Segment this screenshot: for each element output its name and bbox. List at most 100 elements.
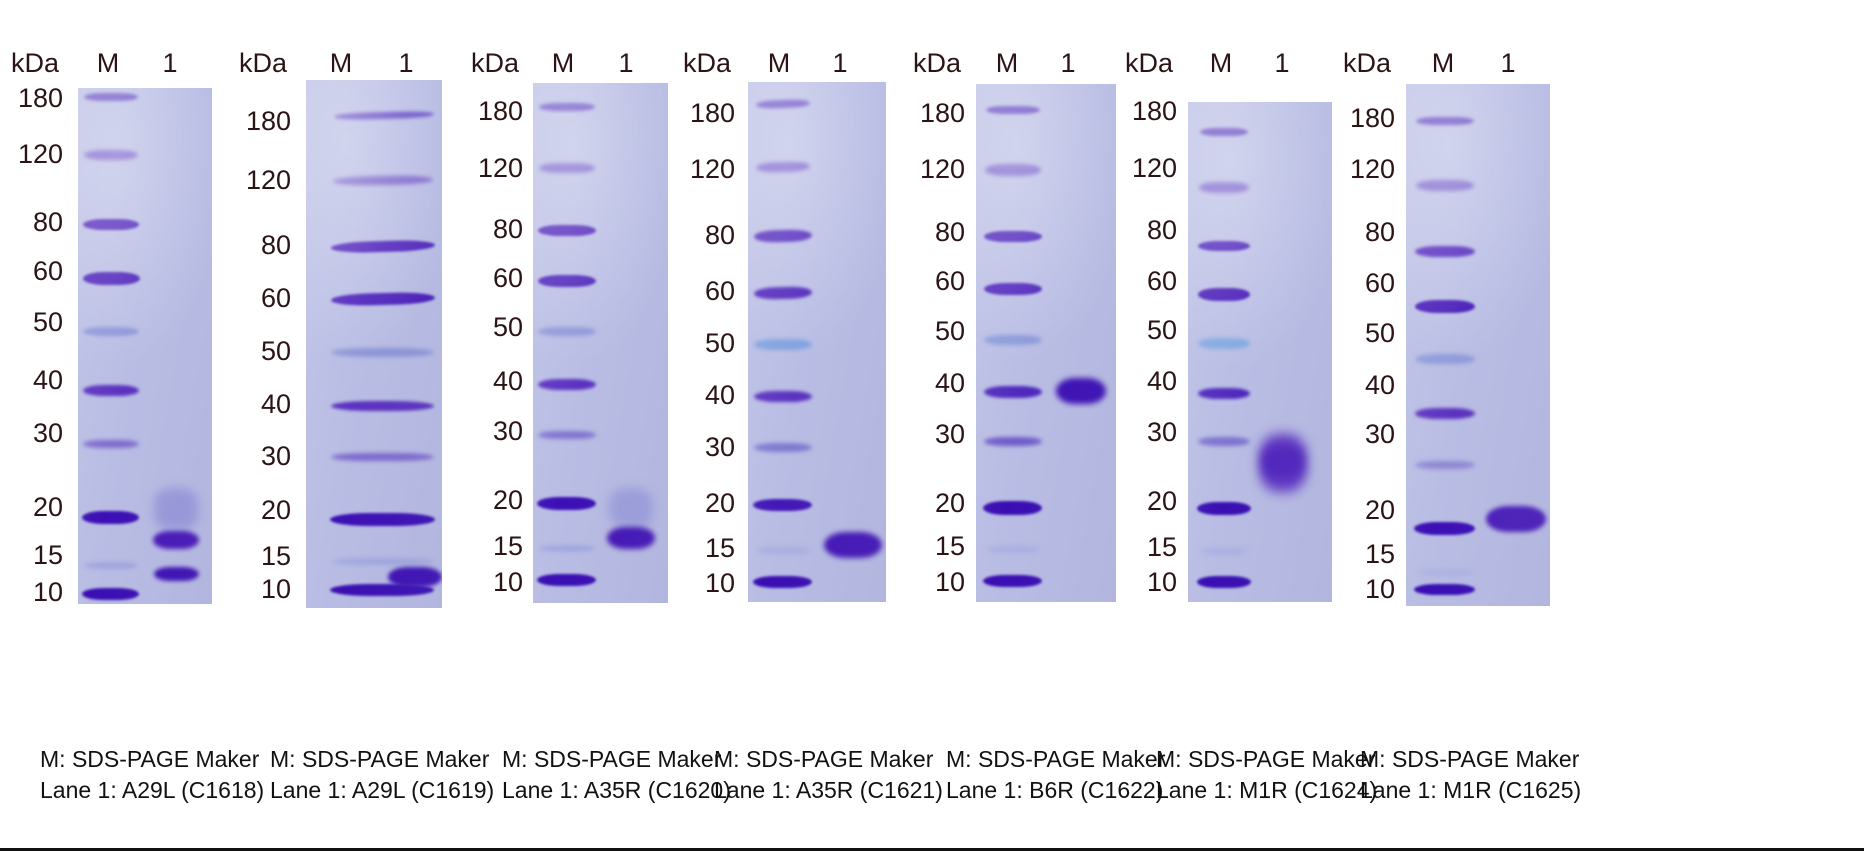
panel-2-mw-header: kDa (238, 48, 287, 78)
panel-4-marker-band-10 (753, 576, 812, 588)
panel-7-caption-line2: Lane 1: M1R (C1625) (1360, 777, 1582, 803)
panel-4-mw-10: 10 (704, 568, 735, 598)
panel-3-mw-header: kDa (470, 48, 519, 78)
panel-5-marker-band-30 (984, 437, 1042, 446)
panel-4-mw-50: 50 (704, 328, 735, 358)
panel-4-mw-60: 60 (704, 276, 735, 306)
panel-5-mw-180: 180 (919, 98, 965, 128)
panel-1-marker-band-50 (83, 327, 139, 336)
panel-6-mw-60: 60 (1146, 266, 1177, 296)
panel-4-marker-band-120 (755, 161, 811, 173)
panel-2-caption-line2: Lane 1: A29L (C1619) (270, 777, 495, 803)
panel-3-sample-band-15 (607, 527, 655, 549)
panel-5-mw-80: 80 (934, 217, 965, 247)
panel-2-marker-band-50 (331, 348, 434, 357)
panel-2-mw-120: 120 (245, 165, 291, 195)
panel-4-caption-line1: M: SDS-PAGE Maker (714, 746, 934, 772)
figure-bottom-rule (0, 848, 1864, 851)
panel-7-marker-band-80 (1415, 246, 1475, 257)
panel-2-marker-band-20 (330, 513, 435, 526)
panel-7-marker-band-180 (1416, 117, 1474, 125)
panel-3-mw-20: 20 (492, 485, 523, 515)
panel-7-sample-header: 1 (1500, 48, 1516, 78)
panel-6-marker-band-15 (1200, 548, 1248, 555)
panel-1-mw-15: 15 (32, 540, 63, 570)
panel-2-mw-80: 80 (260, 230, 291, 260)
gel-panel-6: kDa M 1 180 120 80 60 50 40 30 20 15 10 … (1112, 0, 1377, 803)
panel-1-mw-180: 180 (17, 83, 63, 113)
panel-1-sample-header: 1 (162, 48, 178, 78)
panel-7-sample-band-22 (1486, 506, 1546, 532)
panel-4-marker-band-30 (754, 443, 812, 452)
panel-5-mw-50: 50 (934, 316, 965, 346)
panel-5-mw-120: 120 (919, 154, 965, 184)
panel-6-sample-header: 1 (1274, 48, 1290, 78)
panel-3-marker-band-80 (538, 225, 596, 236)
panel-6-marker-band-20 (1197, 502, 1251, 515)
panel-7-marker-band-40 (1415, 408, 1475, 419)
panel-4-mw-15: 15 (704, 533, 735, 563)
panel-7-mw-50: 50 (1364, 318, 1395, 348)
panel-4-marker-header: M (767, 48, 791, 78)
panel-2-mw-20: 20 (260, 495, 291, 525)
panel-5-marker-band-40 (984, 386, 1042, 398)
panel-1-mw-10: 10 (32, 577, 63, 607)
panel-1-mw-50: 50 (32, 307, 63, 337)
panel-4-mw-80: 80 (704, 220, 735, 250)
panel-7-mw-60: 60 (1364, 268, 1395, 298)
panel-4-caption: M: SDS-PAGE Maker Lane 1: A35R (C1621) (714, 744, 943, 806)
panel-7-mw-15: 15 (1364, 539, 1395, 569)
panel-1-caption-line1: M: SDS-PAGE Maker (40, 746, 260, 772)
panel-7-mw-20: 20 (1364, 495, 1395, 525)
panel-4-caption-line2: Lane 1: A35R (C1621) (714, 777, 943, 803)
panel-3-marker-band-30 (538, 431, 596, 439)
gel-panel-1: kDa M 1 180 120 80 60 50 40 30 20 15 10 (0, 0, 264, 803)
panel-3-mw-80: 80 (492, 214, 523, 244)
panel-6-mw-80: 80 (1146, 215, 1177, 245)
panel-2-mw-10: 10 (260, 574, 291, 604)
panel-5-marker-band-60 (984, 283, 1042, 295)
panel-5-mw-60: 60 (934, 266, 965, 296)
panel-6-mw-20: 20 (1146, 486, 1177, 516)
panel-6-marker-band-30 (1198, 437, 1250, 446)
panel-3-sample-header: 1 (618, 48, 634, 78)
panel-4-mw-20: 20 (704, 488, 735, 518)
panel-4-mw-180: 180 (689, 98, 735, 128)
panel-3-caption: M: SDS-PAGE Maker Lane 1: A35R (C1620) (502, 744, 731, 806)
gel-panel-2: kDa M 1 180 120 80 60 50 40 30 20 15 10 … (228, 0, 494, 803)
panel-3-caption-line1: M: SDS-PAGE Maker (502, 746, 722, 772)
panel-6-mw-10: 10 (1146, 567, 1177, 597)
panel-1-sample-band-17 (153, 531, 199, 549)
panel-1-marker-band-30 (83, 440, 139, 448)
panel-1-marker-band-60 (83, 272, 140, 285)
panel-3-marker-band-50 (538, 327, 596, 336)
panel-3-mw-120: 120 (477, 153, 523, 183)
panel-2-marker-band-60 (330, 291, 436, 307)
panel-1-mw-20: 20 (32, 492, 63, 522)
panel-2-marker-band-15 (332, 558, 434, 565)
panel-1-mw-120: 120 (17, 139, 63, 169)
panel-6-marker-band-50 (1198, 338, 1250, 349)
panel-7-mw-10: 10 (1364, 574, 1395, 604)
panel-1-mw-60: 60 (32, 256, 63, 286)
panel-7-marker-band-50 (1415, 354, 1475, 364)
panel-1-marker-band-20 (82, 511, 139, 524)
panel-3-mw-10: 10 (492, 567, 523, 597)
panel-1-marker-band-10 (82, 588, 139, 600)
panel-3-gel-image (533, 83, 668, 603)
panel-5-gel-image (976, 84, 1116, 602)
panel-6-mw-120: 120 (1131, 153, 1177, 183)
panel-6-mw-30: 30 (1146, 417, 1177, 447)
panel-4-gel-image (748, 82, 886, 602)
panel-6-marker-band-120 (1199, 182, 1249, 193)
gel-panel-5: kDa M 1 180 120 80 60 50 40 30 20 15 10 … (900, 0, 1165, 803)
panel-5-mw-10: 10 (934, 567, 965, 597)
panel-6-mw-40: 40 (1146, 366, 1177, 396)
panel-1-caption: M: SDS-PAGE Maker Lane 1: A29L (C1618) (40, 744, 264, 806)
panel-5-marker-band-120 (985, 164, 1041, 176)
panel-2-caption-line1: M: SDS-PAGE Maker (270, 746, 490, 772)
panel-6-marker-band-180 (1200, 128, 1248, 136)
panel-5-mw-20: 20 (934, 488, 965, 518)
panel-7-caption: M: SDS-PAGE Maker Lane 1: M1R (C1625) (1360, 744, 1581, 806)
